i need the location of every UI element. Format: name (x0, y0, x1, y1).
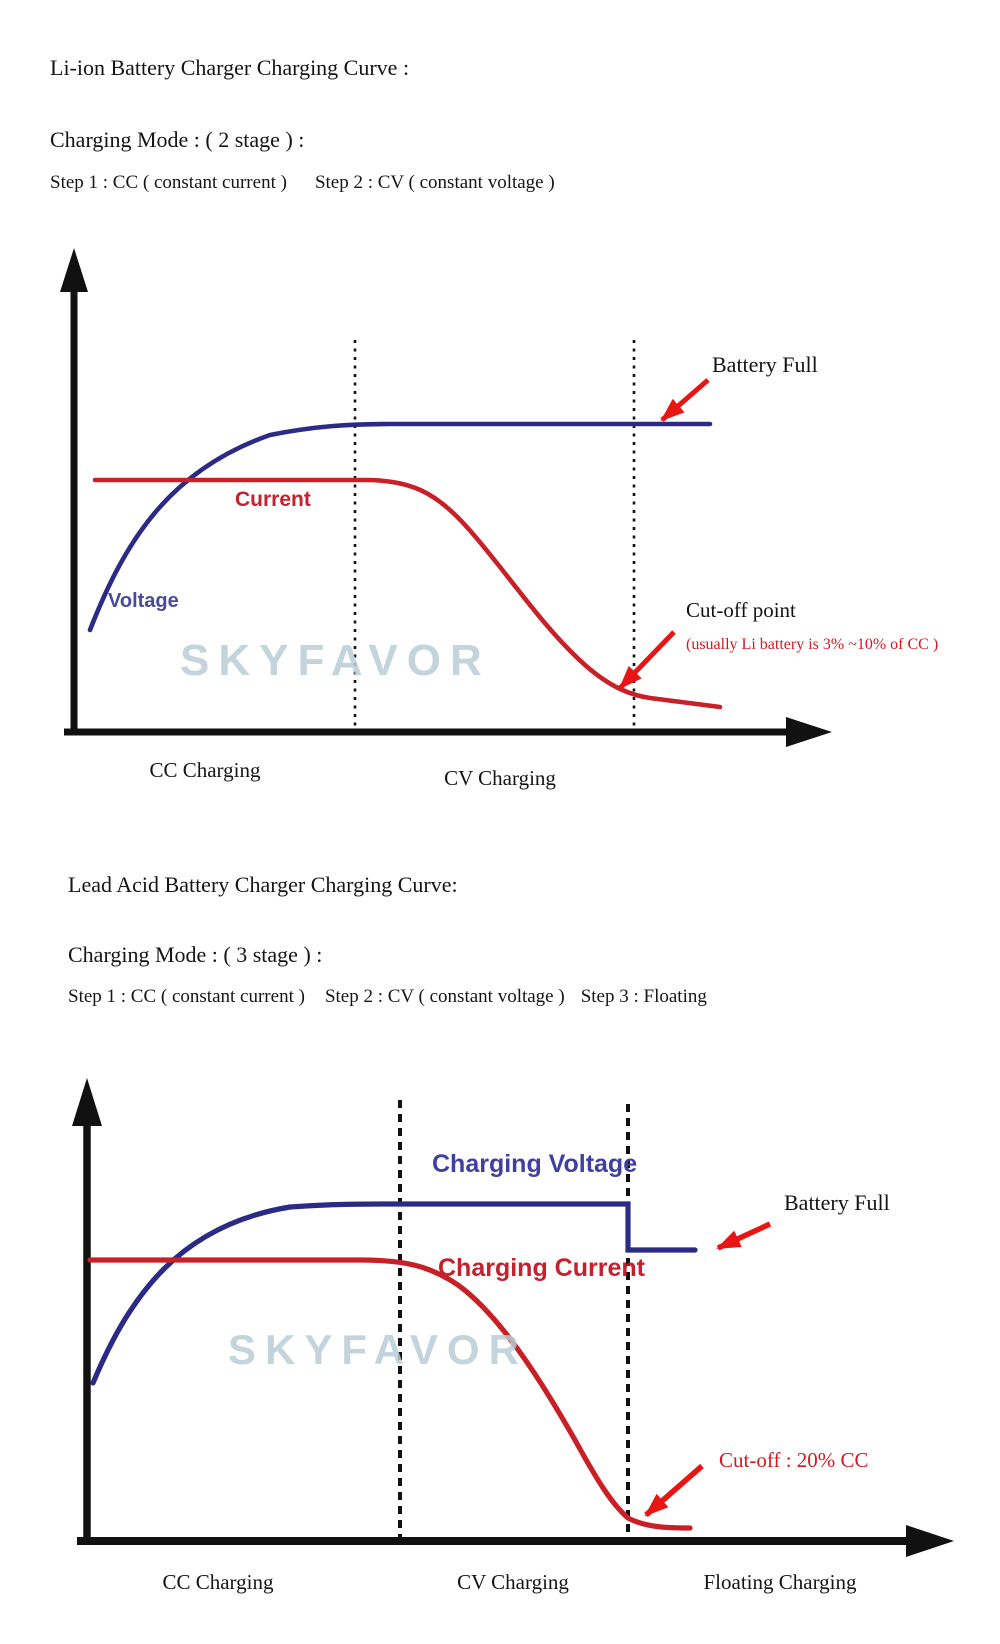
cutoff-note-annotation: (usually Li battery is 3% ~10% of CC ) (686, 636, 939, 653)
lead-acid-step-3: Step 3 : Floating (580, 986, 707, 1007)
cutoff-arrow (644, 1463, 704, 1518)
cutoff-point-annotation: Cut-off point (686, 598, 796, 622)
li-ion-charging-mode: Charging Mode : ( 2 stage ) : (50, 127, 305, 152)
lead-acid-step-2: Step 2 : CV ( constant voltage ) (324, 986, 565, 1007)
li-ion-chart: SKYFAVOR Current Voltage Battery Full Cu… (40, 240, 960, 800)
voltage-curve-label: Voltage (108, 590, 179, 612)
stage-label-cv-charging: CV Charging (444, 766, 556, 790)
stage-label-cc-charging: CC Charging (149, 758, 261, 782)
li-ion-chart-canvas (60, 248, 832, 747)
charging-voltage-curve (90, 1201, 698, 1386)
battery-full-annotation: Battery Full (712, 352, 818, 377)
stage-label-cc-charging: CC Charging (162, 1570, 274, 1594)
x-axis-arrowhead (906, 1525, 954, 1557)
li-ion-section-title: Li-ion Battery Charger Charging Curve : (50, 55, 410, 80)
y-axis-arrowhead (60, 248, 88, 292)
cutoff-arrow (618, 630, 676, 690)
battery-full-arrow (660, 378, 710, 422)
stage-label-cv-charging: CV Charging (457, 1570, 569, 1594)
lead-acid-chart-canvas (72, 1078, 954, 1557)
li-ion-steps: Step 1 : CC ( constant current ) Step 2 :… (50, 172, 583, 194)
current-curve-label: Current (235, 488, 311, 511)
li-ion-step-1: Step 1 : CC ( constant current ) (50, 172, 287, 193)
lead-acid-charging-mode: Charging Mode : ( 3 stage ) : (68, 942, 323, 967)
cutoff-annotation: Cut-off : 20% CC (719, 1448, 869, 1472)
battery-full-arrow (716, 1221, 772, 1251)
charging-current-curve (87, 1257, 693, 1531)
y-axis-arrowhead (72, 1078, 102, 1126)
current-curve (92, 477, 723, 710)
li-ion-step-2: Step 2 : CV ( constant voltage ) (314, 172, 555, 193)
lead-acid-step-1: Step 1 : CC ( constant current ) (68, 986, 305, 1007)
x-axis-arrowhead (786, 717, 832, 747)
watermark-text: SKYFAVOR (180, 636, 491, 685)
watermark-text: SKYFAVOR (228, 1326, 528, 1373)
charging-current-label: Charging Current (438, 1254, 645, 1282)
lead-acid-section-title: Lead Acid Battery Charger Charging Curve… (68, 872, 458, 897)
voltage-curve (87, 421, 713, 633)
lead-acid-chart: SKYFAVOR Charging Voltage Charging Curre… (40, 1030, 980, 1644)
stage-label-floating-charging: Floating Charging (703, 1570, 857, 1594)
charging-voltage-label: Charging Voltage (432, 1150, 638, 1178)
lead-acid-steps: Step 1 : CC ( constant current ) Step 2 :… (68, 986, 735, 1008)
battery-full-annotation: Battery Full (784, 1190, 890, 1215)
